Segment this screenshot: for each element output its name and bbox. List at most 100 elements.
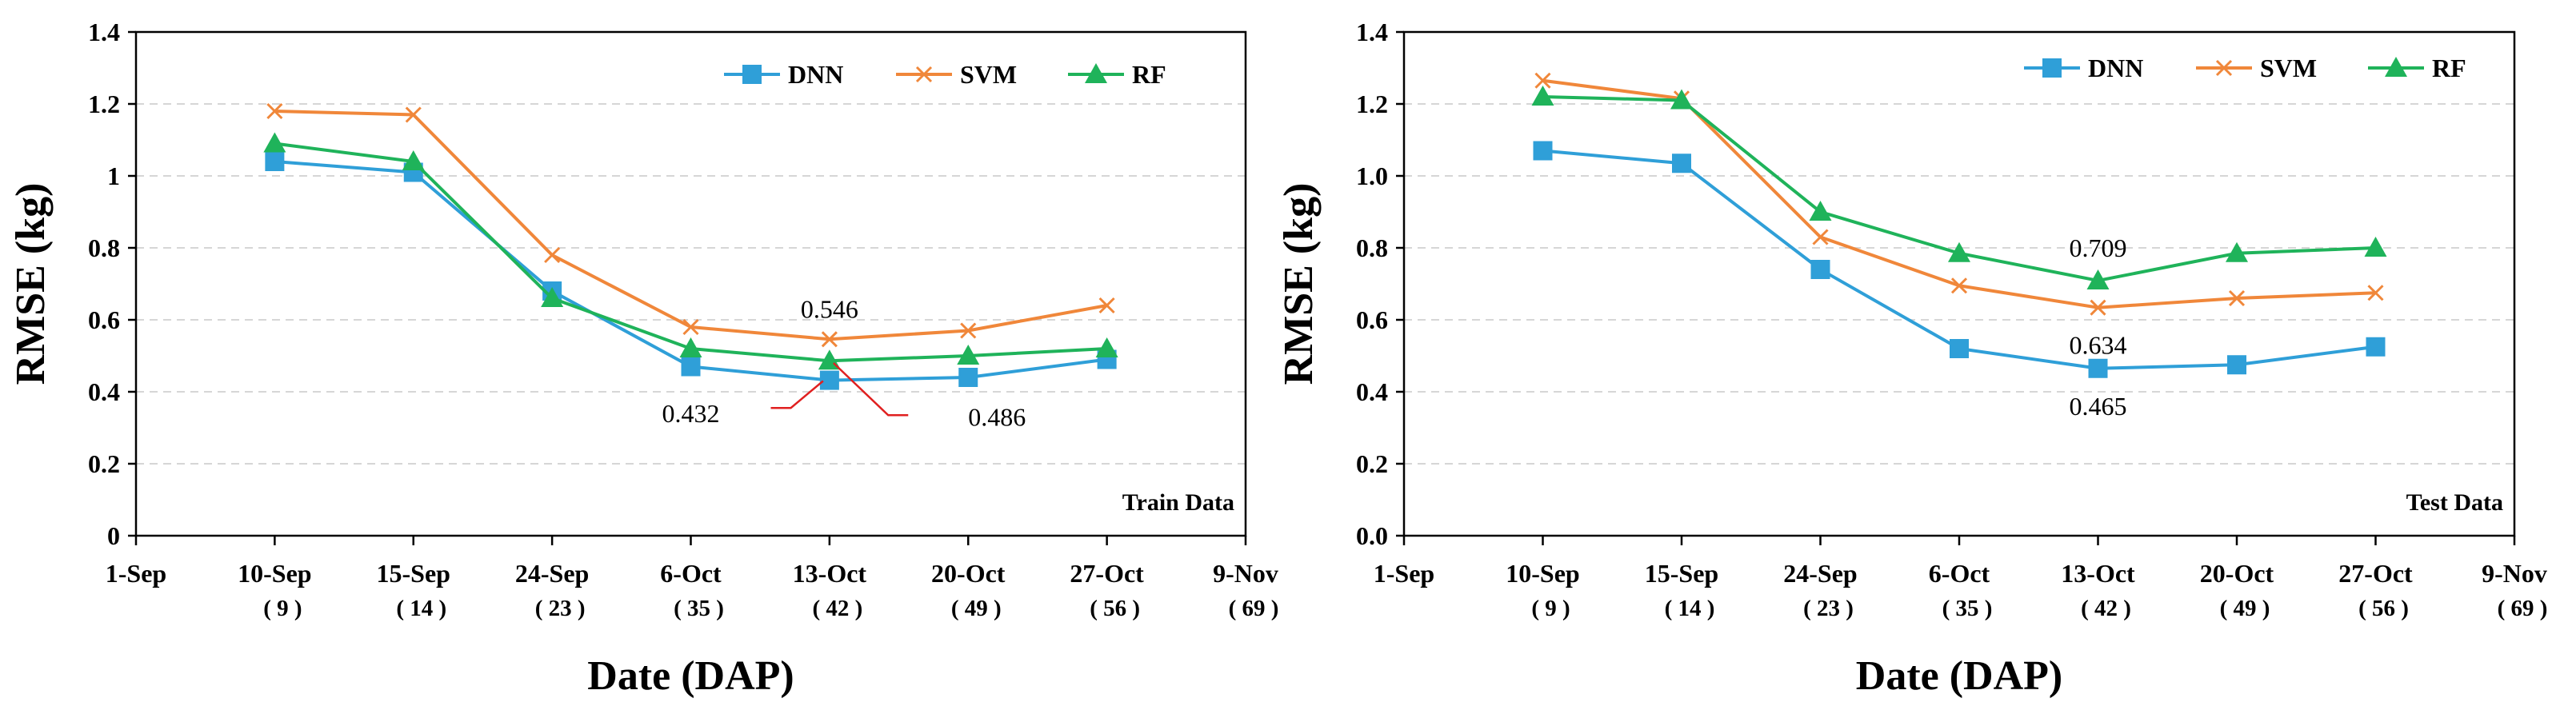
data-point-rf <box>1531 86 1554 106</box>
series-rf <box>1531 86 2387 289</box>
x-tick-dap-label: ( 69 ) <box>1229 596 1279 621</box>
data-point-dnn <box>2366 337 2386 357</box>
x-axis-title: Date (DAP) <box>1856 653 2062 699</box>
data-point-rf <box>2086 269 2110 289</box>
data-point-rf <box>2364 237 2387 257</box>
x-tick-label: 1-Sep <box>1374 559 1434 588</box>
marker-stroke <box>821 331 838 348</box>
marker-stroke <box>682 318 699 336</box>
data-point-dnn <box>1533 141 1553 161</box>
x-tick-dap-label: ( 56 ) <box>2358 596 2409 621</box>
data-point-svm <box>821 331 838 348</box>
marker-stroke <box>1534 72 1551 89</box>
x-tick-dap-label: ( 14 ) <box>1665 596 1715 621</box>
data-point-svm <box>1098 297 1115 314</box>
legend-entry: DNN <box>788 60 843 89</box>
legend-entry: SVM <box>960 60 1017 89</box>
marker-stroke <box>544 246 561 264</box>
data-point-svm <box>2090 299 2106 316</box>
data-point-dnn <box>265 152 285 171</box>
y-tick-label: 0.8 <box>1356 233 1388 262</box>
x-tick-label: 9-Nov <box>1213 559 1278 588</box>
legend-marker <box>1085 63 1107 83</box>
x-axis-title: Date (DAP) <box>587 653 794 699</box>
data-point-svm <box>266 102 283 120</box>
annotation-label: 0.709 <box>2070 233 2127 262</box>
data-point-rf <box>263 132 286 153</box>
legend-marker <box>742 65 762 84</box>
legend: DNN SVM RF <box>2024 54 2466 82</box>
y-tick-label: 1.4 <box>88 18 120 46</box>
y-axis-title: RMSE (kg) <box>1276 183 1322 385</box>
legend-entry: SVM <box>2260 54 2317 82</box>
data-point-svm <box>2367 285 2384 301</box>
legend-marker <box>915 66 933 83</box>
data-point-rf <box>679 337 702 357</box>
marker-stroke <box>2228 289 2246 307</box>
y-tick-label: 0.2 <box>88 449 120 478</box>
legend-marker <box>2042 58 2062 78</box>
legend-entry: DNN <box>2088 54 2143 82</box>
series-rf <box>263 132 1118 370</box>
x-tick-label: 27-Oct <box>2338 559 2413 588</box>
y-tick-label: 1.4 <box>1356 18 1388 46</box>
legend-entry: RF <box>1132 60 1166 89</box>
y-tick-label: 0.2 <box>1356 449 1388 478</box>
data-point-rf <box>541 287 564 307</box>
y-tick-label: 0.8 <box>88 233 120 262</box>
data-point-svm <box>544 246 561 264</box>
series-svm <box>1534 72 2384 316</box>
data-point-svm <box>405 106 422 123</box>
y-tick-label: 0.0 <box>1356 521 1388 550</box>
x-tick-dap-label: ( 14 ) <box>396 596 446 621</box>
x-tick-dap-label: ( 49 ) <box>2220 596 2270 621</box>
data-point-dnn <box>958 368 978 387</box>
marker-stroke <box>266 102 283 120</box>
data-point-svm <box>1812 229 1829 245</box>
y-tick-label: 0.6 <box>1356 305 1388 334</box>
marker-stroke <box>915 66 933 83</box>
data-point-rf <box>402 150 425 170</box>
leader-line-0486 <box>833 362 909 417</box>
marker-stroke <box>1950 277 1968 294</box>
x-tick-dap-label: ( 49 ) <box>951 596 1002 621</box>
x-tick-dap-label: ( 35 ) <box>1942 596 1993 621</box>
annotation-label: 0.465 <box>2070 392 2127 421</box>
x-tick-label: 13-Oct <box>793 559 867 588</box>
x-tick-label: 20-Oct <box>931 559 1006 588</box>
x-tick-dap-label: ( 9 ) <box>263 596 302 621</box>
marker-stroke <box>1812 229 1829 245</box>
x-tick-label: 6-Oct <box>1929 559 1990 588</box>
data-point-svm <box>960 322 977 339</box>
marker-stroke <box>2367 285 2384 301</box>
marker-stroke <box>2215 59 2233 77</box>
y-tick-label: 0.4 <box>88 377 120 406</box>
x-tick-label: 6-Oct <box>660 559 722 588</box>
annotation-label: 0.486 <box>968 403 1026 432</box>
plot-area-frame <box>134 30 1247 537</box>
plot-area-frame <box>1402 30 2516 537</box>
data-point-svm <box>1950 277 1968 294</box>
data-point-rf <box>957 345 980 365</box>
data-point-rf <box>1670 89 1693 110</box>
y-tick-label: 1.2 <box>1356 90 1388 118</box>
data-point-dnn <box>1950 339 1969 358</box>
data-point-svm <box>682 318 699 336</box>
series-svm <box>266 102 1115 348</box>
data-point-rf <box>1095 337 1118 357</box>
data-point-svm <box>1534 72 1551 89</box>
x-tick-label: 20-Oct <box>2200 559 2274 588</box>
y-tick-label: 1.0 <box>1356 162 1388 190</box>
legend-marker <box>2215 59 2233 77</box>
chart-panel-1: 0 0.2 0.4 0.6 0.8 1 1.2 1.4 1-Sep 10-Sep ( 9 ) 15-S… <box>8 18 1278 699</box>
marker-stroke <box>960 322 977 339</box>
x-tick-dap-label: ( 42 ) <box>2081 596 2131 621</box>
data-point-dnn <box>2088 358 2108 378</box>
legend-marker <box>2385 57 2407 77</box>
x-tick-label: 10-Sep <box>1506 559 1579 588</box>
panel-label: Test Data <box>2406 489 2503 516</box>
data-point-dnn <box>1672 154 1691 174</box>
data-point-svm <box>2228 289 2246 307</box>
